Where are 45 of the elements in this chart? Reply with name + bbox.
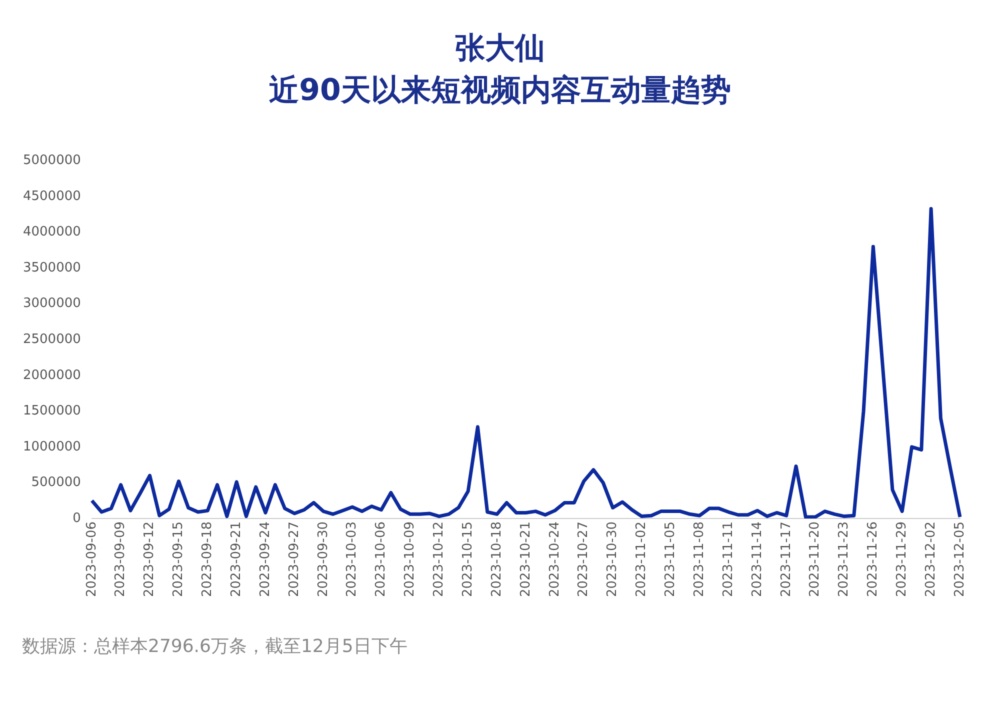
x-tick-label: 2023-11-20 bbox=[808, 521, 823, 598]
y-tick-label: 4000000 bbox=[22, 224, 81, 240]
x-tick-label: 2023-11-23 bbox=[836, 521, 852, 598]
x-tick-label: 2023-10-21 bbox=[518, 521, 534, 598]
x-tick-label: 2023-09-12 bbox=[142, 521, 158, 598]
x-tick-label: 2023-10-15 bbox=[460, 521, 476, 598]
x-tick-label: 2023-10-12 bbox=[432, 521, 447, 598]
y-tick-label: 3000000 bbox=[22, 296, 81, 312]
y-tick-label: 1000000 bbox=[22, 439, 81, 454]
x-tick-label: 2023-09-15 bbox=[171, 521, 186, 598]
y-tick-label: 4500000 bbox=[22, 188, 81, 204]
x-tick-label: 2023-09-30 bbox=[316, 521, 331, 598]
y-tick-label: 2000000 bbox=[22, 368, 81, 383]
x-tick-label: 2023-11-02 bbox=[634, 521, 650, 598]
chart-title: 张大仙 bbox=[454, 30, 546, 68]
x-tick-label: 2023-11-17 bbox=[778, 521, 794, 598]
x-tick-label: 2023-10-03 bbox=[344, 521, 360, 598]
x-tick-label: 2023-11-05 bbox=[663, 521, 678, 598]
y-tick-label: 1500000 bbox=[22, 404, 81, 419]
text: 数据源：总样本2796.6万条，截至12月5日下午 bbox=[22, 635, 408, 658]
x-tick-label: 2023-11-11 bbox=[720, 521, 736, 598]
y-tick-label: 2500000 bbox=[22, 332, 81, 347]
x-tick-label: 2023-11-08 bbox=[692, 521, 707, 598]
x-tick-label: 2023-12-02 bbox=[923, 521, 938, 598]
x-tick-label: 2023-10-30 bbox=[605, 521, 620, 598]
y-tick-label: 5000000 bbox=[22, 153, 81, 168]
x-tick-label: 2023-11-29 bbox=[894, 521, 910, 598]
x-tick-label: 2023-09-21 bbox=[228, 521, 244, 598]
x-tick-label: 2023-12-05 bbox=[952, 521, 968, 598]
x-tick-label: 2023-10-18 bbox=[489, 521, 504, 598]
x-tick-label: 2023-10-09 bbox=[402, 521, 418, 598]
y-tick-label: 500000 bbox=[31, 475, 81, 490]
x-tick-label: 2023-10-06 bbox=[374, 521, 389, 598]
y-tick-label: 3500000 bbox=[22, 260, 81, 276]
x-tick-label: 2023-10-27 bbox=[576, 521, 592, 598]
x-tick-label: 2023-11-26 bbox=[866, 521, 881, 598]
x-tick-label: 2023-10-24 bbox=[547, 521, 562, 598]
x-tick-label: 2023-11-14 bbox=[750, 521, 765, 598]
x-tick-label: 2023-09-18 bbox=[200, 521, 216, 598]
x-tick-label: 2023-09-09 bbox=[113, 521, 128, 598]
y-tick-label: 0 bbox=[72, 510, 81, 526]
x-tick-label: 2023-09-24 bbox=[258, 521, 273, 598]
x-tick-label: 2023-09-27 bbox=[286, 521, 302, 598]
x-tick-label: 2023-09-06 bbox=[84, 521, 100, 598]
chart-subtitle: 近90天以来短视频内容互动量趋势 bbox=[268, 72, 732, 110]
